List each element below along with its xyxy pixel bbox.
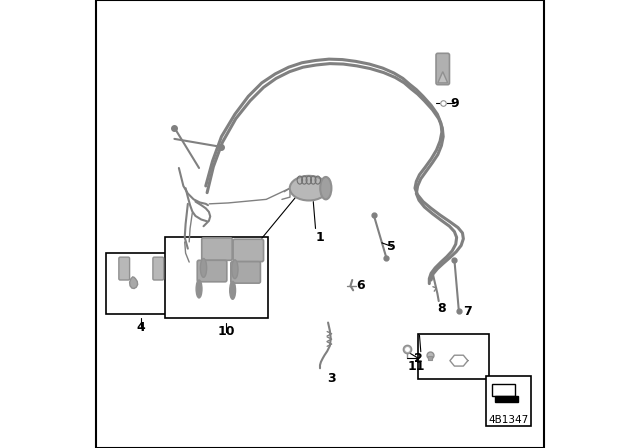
Bar [165, 237, 269, 318]
Bar [418, 334, 490, 379]
Text: 7: 7 [463, 305, 472, 318]
FancyBboxPatch shape [231, 262, 260, 283]
FancyBboxPatch shape [202, 238, 232, 260]
Ellipse shape [200, 258, 207, 277]
Bar [486, 376, 531, 426]
FancyBboxPatch shape [233, 239, 264, 262]
Text: 2: 2 [414, 352, 423, 365]
Bar [495, 396, 518, 402]
Text: 9: 9 [450, 96, 459, 110]
FancyBboxPatch shape [153, 257, 164, 280]
Text: 4B1347: 4B1347 [488, 415, 529, 425]
FancyBboxPatch shape [436, 53, 449, 85]
Polygon shape [129, 277, 138, 289]
Text: 8: 8 [438, 302, 446, 315]
Polygon shape [450, 355, 468, 366]
FancyBboxPatch shape [119, 257, 129, 280]
Text: 5: 5 [387, 240, 396, 253]
Text: 3: 3 [327, 372, 335, 385]
Ellipse shape [290, 176, 328, 200]
Ellipse shape [232, 260, 238, 279]
Polygon shape [438, 72, 448, 83]
Text: 4: 4 [136, 320, 145, 334]
FancyBboxPatch shape [197, 260, 227, 282]
Text: 6: 6 [356, 279, 365, 293]
Text: 11: 11 [407, 360, 424, 373]
Text: 1: 1 [316, 231, 324, 244]
Text: 10: 10 [217, 325, 235, 338]
Ellipse shape [320, 177, 332, 199]
Ellipse shape [196, 280, 202, 298]
Ellipse shape [230, 281, 236, 299]
Bar [493, 384, 515, 396]
Bar [106, 253, 176, 314]
